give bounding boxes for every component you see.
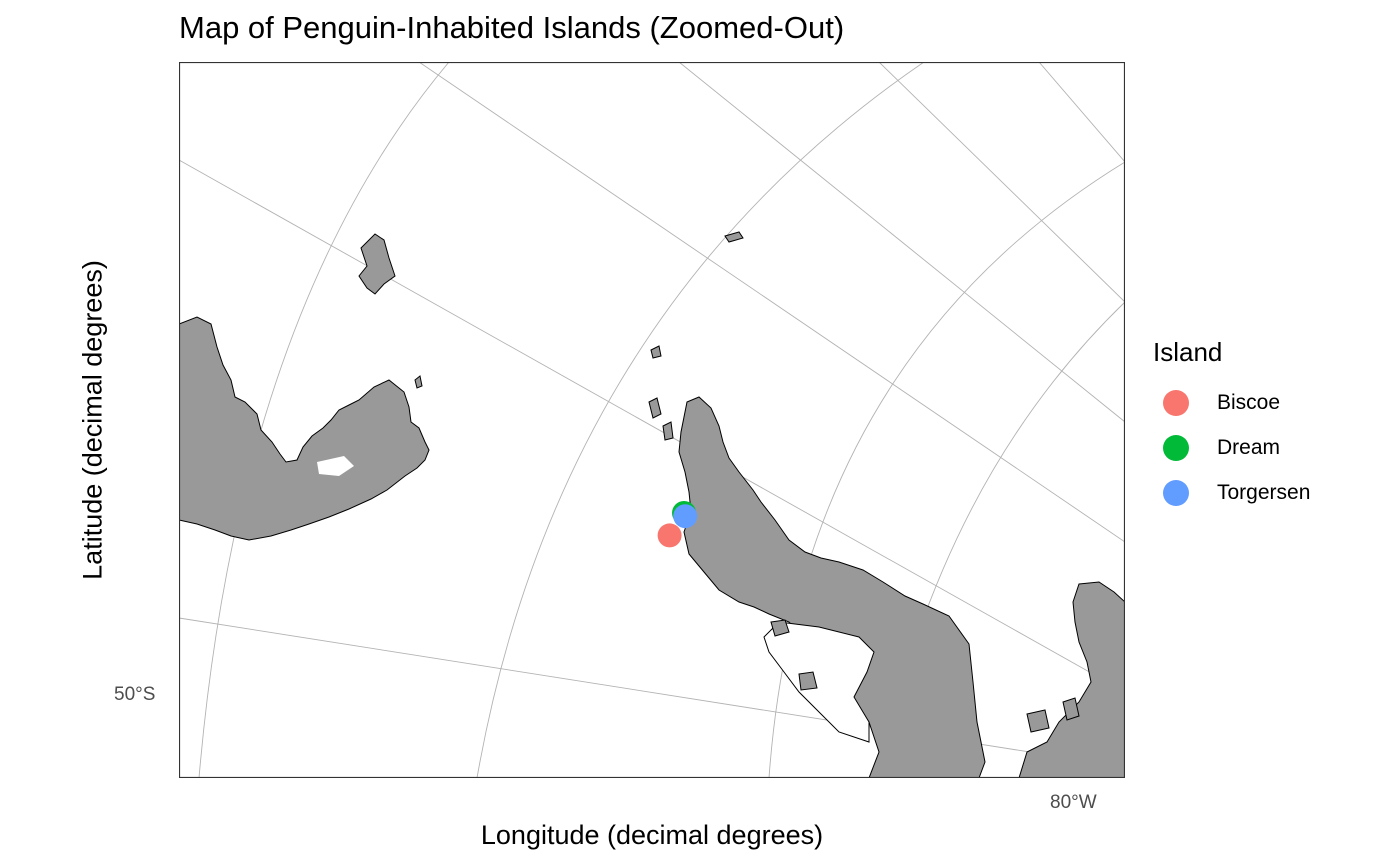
chart-title: Map of Penguin-Inhabited Islands (Zoomed… bbox=[179, 10, 845, 45]
x-axis-label: Longitude (decimal degrees) bbox=[480, 820, 824, 850]
legend-label-torgersen: Torgersen bbox=[1217, 480, 1311, 504]
land bbox=[179, 231, 1125, 778]
x-tick-label: 80°W bbox=[1050, 792, 1097, 813]
legend: Island Biscoe Dream Torgersen bbox=[1153, 337, 1310, 515]
islet bbox=[662, 421, 674, 441]
islet bbox=[1026, 709, 1050, 733]
falklands-island bbox=[358, 233, 396, 295]
y-axis-label: Latitude (decimal degrees) bbox=[77, 260, 108, 580]
legend-item-biscoe: Biscoe bbox=[1153, 380, 1310, 425]
islet bbox=[650, 345, 662, 359]
islet bbox=[770, 619, 790, 637]
point-torgersen bbox=[673, 504, 698, 529]
legend-title: Island bbox=[1153, 337, 1223, 367]
islet bbox=[1062, 697, 1080, 721]
islet bbox=[414, 375, 423, 389]
antarctic-peninsula bbox=[678, 396, 986, 778]
south-america-landmass bbox=[179, 316, 430, 541]
legend-label-biscoe: Biscoe bbox=[1217, 390, 1281, 414]
legend-key-dream bbox=[1163, 434, 1189, 461]
legend-item-dream: Dream bbox=[1153, 425, 1310, 470]
y-tick-label: 50°S bbox=[114, 684, 156, 705]
legend-key-biscoe bbox=[1163, 389, 1189, 416]
point-biscoe bbox=[657, 523, 682, 548]
legend-label-dream: Dream bbox=[1217, 435, 1281, 459]
penguin-points bbox=[657, 501, 698, 548]
graticule bbox=[179, 62, 1125, 778]
map-panel bbox=[179, 62, 1125, 778]
east-landmass bbox=[1018, 581, 1125, 778]
islet bbox=[798, 671, 818, 691]
legend-key-torgersen bbox=[1163, 479, 1189, 506]
peninsula-bay bbox=[763, 621, 875, 743]
panel-border bbox=[179, 62, 1125, 778]
legend-item-torgersen: Torgersen bbox=[1153, 470, 1310, 515]
south-america-inlet bbox=[317, 456, 354, 476]
islet bbox=[648, 397, 662, 419]
islet bbox=[724, 231, 744, 243]
